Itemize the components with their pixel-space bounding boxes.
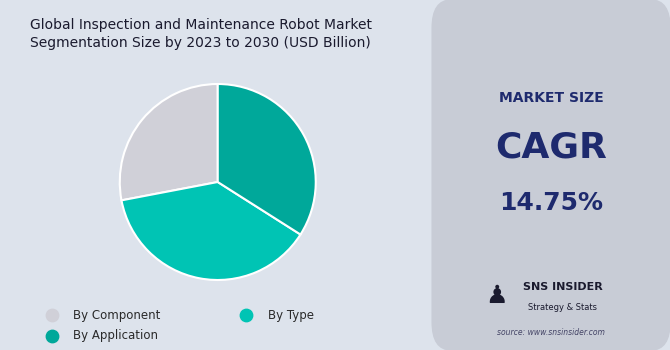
FancyBboxPatch shape — [432, 0, 670, 350]
Text: ♟: ♟ — [485, 284, 508, 308]
Wedge shape — [121, 182, 300, 280]
Text: By Component: By Component — [74, 308, 161, 322]
Point — [46, 333, 57, 339]
Text: MARKET SIZE: MARKET SIZE — [498, 91, 604, 105]
Text: Strategy & Stats: Strategy & Stats — [529, 303, 598, 313]
Text: 14.75%: 14.75% — [499, 191, 603, 215]
Text: source: www.snsinsider.com: source: www.snsinsider.com — [497, 328, 605, 337]
Text: By Type: By Type — [268, 308, 314, 322]
Text: Global Inspection and Maintenance Robot Market
Segmentation Size by 2023 to 2030: Global Inspection and Maintenance Robot … — [30, 18, 373, 50]
Point — [46, 312, 57, 318]
Text: SNS INSIDER: SNS INSIDER — [523, 282, 603, 292]
Text: CAGR: CAGR — [495, 130, 607, 164]
Wedge shape — [218, 84, 316, 235]
Wedge shape — [120, 84, 218, 200]
Point — [241, 312, 252, 318]
Text: By Application: By Application — [74, 329, 159, 343]
